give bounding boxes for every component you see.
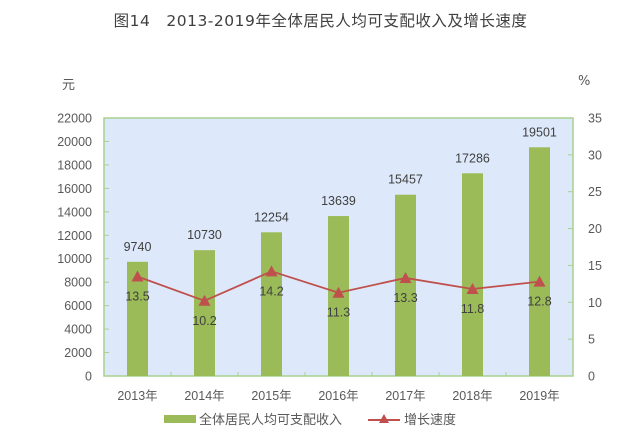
right-tick-label: 30 bbox=[588, 148, 602, 162]
income-bar bbox=[194, 250, 215, 376]
triangle-marker-icon bbox=[399, 271, 412, 283]
income-bar bbox=[529, 147, 550, 376]
income-bar bbox=[261, 232, 282, 376]
right-tick-label: 10 bbox=[588, 296, 602, 310]
x-tick-label: 2015年 bbox=[251, 389, 291, 403]
triangle-marker-icon bbox=[198, 294, 211, 306]
bar-value-label: 12254 bbox=[254, 210, 289, 224]
bar-value-label: 19501 bbox=[522, 125, 557, 139]
left-tick-label: 6000 bbox=[64, 299, 92, 313]
left-tick-label: 4000 bbox=[64, 323, 92, 337]
left-tick-label: 22000 bbox=[57, 112, 92, 126]
triangle-marker-icon bbox=[466, 283, 479, 295]
growth-value-label: 11.3 bbox=[327, 306, 350, 320]
left-axis: 0 2000 4000 6000 8000 10000 12000 14000 16000 180… bbox=[57, 112, 109, 384]
left-tick-label: 8000 bbox=[64, 276, 92, 290]
triangle-marker-icon bbox=[131, 270, 144, 282]
income-bar bbox=[395, 194, 416, 376]
x-tick-label: 2013年 bbox=[117, 389, 157, 403]
right-axis: 0 5 10 15 20 25 30 35 bbox=[568, 112, 602, 384]
triangle-line-swatch-icon bbox=[368, 413, 401, 425]
left-tick-label: 12000 bbox=[57, 229, 92, 243]
bar-value-label: 17286 bbox=[455, 151, 490, 165]
left-tick-label: 10000 bbox=[57, 252, 92, 266]
right-tick-label: 5 bbox=[588, 333, 595, 347]
x-tick-label: 2014年 bbox=[184, 389, 224, 403]
left-tick-label: 16000 bbox=[57, 182, 92, 196]
growth-value-label: 14.2 bbox=[259, 284, 283, 298]
x-tick-label: 2018年 bbox=[452, 389, 492, 403]
x-axis: 2013年 2014年 2015年 2016年 2017年 2018年 2019年 bbox=[117, 372, 560, 403]
left-tick-label: 20000 bbox=[57, 135, 92, 149]
bar-value-label: 13639 bbox=[321, 194, 356, 208]
legend-item-growth: 增长速度 bbox=[368, 409, 456, 428]
growth-line: 13.5 10.2 14.2 11.3 13.3 11.8 12.8 bbox=[125, 265, 552, 328]
left-axis-unit: 元 bbox=[62, 78, 76, 93]
bar-value-label: 15457 bbox=[388, 173, 423, 187]
left-tick-label: 2000 bbox=[64, 346, 92, 360]
left-tick-label: 0 bbox=[85, 370, 92, 384]
legend-label-growth: 增长速度 bbox=[404, 413, 457, 428]
growth-value-label: 12.8 bbox=[527, 295, 551, 309]
chart-title: 图14 2013-2019年全体居民人均可支配收入及增长速度 bbox=[113, 12, 528, 30]
right-axis-unit: % bbox=[578, 74, 591, 89]
x-tick-label: 2017年 bbox=[385, 389, 425, 403]
triangle-marker-icon bbox=[265, 265, 278, 277]
legend: 全体居民人均可支配收入 增长速度 bbox=[164, 409, 482, 428]
triangle-marker-icon bbox=[533, 275, 546, 287]
right-tick-label: 0 bbox=[588, 370, 595, 384]
growth-value-label: 11.8 bbox=[461, 302, 484, 316]
growth-value-label: 13.3 bbox=[393, 291, 417, 305]
income-bars: 9740 10730 12254 13639 15457 17286 19501 bbox=[124, 125, 557, 376]
income-bar bbox=[127, 261, 148, 376]
legend-label-income: 全体居民人均可支配收入 bbox=[199, 413, 343, 428]
left-tick-label: 18000 bbox=[57, 158, 92, 172]
left-tick-label: 14000 bbox=[57, 205, 92, 219]
legend-item-income: 全体居民人均可支配收入 bbox=[164, 409, 342, 428]
x-tick-label: 2019年 bbox=[519, 389, 559, 403]
growth-value-label: 13.5 bbox=[125, 289, 149, 303]
right-tick-label: 15 bbox=[588, 259, 602, 273]
right-tick-label: 20 bbox=[588, 222, 602, 236]
right-tick-label: 35 bbox=[588, 112, 602, 126]
x-tick-label: 2016年 bbox=[318, 389, 358, 403]
right-tick-label: 25 bbox=[588, 185, 602, 199]
bar-value-label: 10730 bbox=[187, 228, 222, 242]
bar-swatch-icon bbox=[164, 414, 196, 423]
triangle-marker-icon bbox=[332, 286, 345, 298]
bar-value-label: 9740 bbox=[124, 240, 152, 254]
growth-value-label: 10.2 bbox=[192, 314, 216, 328]
income-bar bbox=[462, 173, 483, 376]
